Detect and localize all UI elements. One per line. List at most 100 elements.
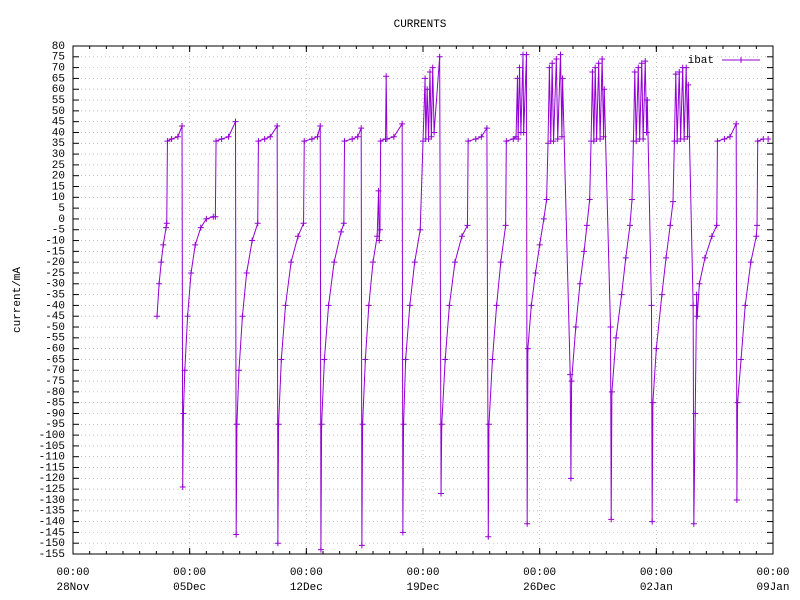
point-marker [278, 356, 285, 363]
point-marker [572, 324, 579, 331]
y-tick-label: 60 [52, 84, 65, 96]
point-marker [451, 259, 458, 266]
y-tick-label: -25 [45, 268, 65, 280]
y-tick-label: 15 [52, 181, 65, 193]
y-tick-label: 45 [52, 117, 65, 129]
point-marker [325, 302, 332, 309]
point-marker [180, 410, 187, 417]
point-marker [663, 254, 670, 261]
x-tick-label: 05Dec [173, 582, 206, 594]
y-tick-label: 35 [52, 138, 65, 150]
point-marker [567, 475, 574, 482]
point-marker [693, 291, 700, 298]
point-marker [314, 133, 321, 140]
y-tick-label: -95 [45, 419, 65, 431]
y-tick-label: 30 [52, 149, 65, 161]
point-marker [383, 73, 390, 80]
point-marker [354, 133, 361, 140]
x-tick-label: 00:00 [56, 567, 89, 579]
point-marker [274, 122, 281, 129]
y-tick-label: -50 [45, 322, 65, 334]
y-tick-label: 25 [52, 160, 65, 172]
point-marker [295, 233, 301, 240]
point-marker [317, 546, 324, 553]
point-marker [672, 71, 679, 78]
point-marker [438, 421, 445, 428]
x-tick-label: 09Jan [756, 582, 789, 594]
point-marker [275, 421, 282, 428]
point-marker [557, 51, 564, 58]
point-marker [362, 356, 369, 363]
point-marker [317, 122, 324, 129]
point-marker [626, 222, 633, 229]
y-tick-label: -130 [39, 495, 65, 507]
x-tick-label: 19Dec [406, 582, 439, 594]
point-marker [424, 86, 431, 93]
point-marker [154, 313, 161, 320]
point-marker [543, 196, 550, 203]
x-tick-label: 00:00 [406, 567, 439, 579]
point-marker [754, 222, 761, 229]
point-marker [713, 222, 720, 229]
x-tick-label: 00:00 [756, 567, 789, 579]
chart-title: CURRENTS [394, 19, 447, 31]
point-marker [520, 129, 527, 136]
point-marker [631, 68, 638, 75]
point-marker [558, 133, 565, 140]
point-marker [595, 60, 602, 67]
y-tick-label: 20 [52, 171, 65, 183]
point-marker [376, 237, 383, 244]
point-marker [497, 259, 504, 266]
point-marker [485, 421, 492, 428]
point-marker [742, 302, 749, 309]
point-marker [431, 129, 438, 136]
y-tick-label: -70 [45, 365, 65, 377]
point-marker [233, 531, 240, 538]
point-marker [524, 345, 531, 352]
point-marker [753, 233, 760, 240]
point-marker [179, 483, 186, 490]
point-marker [218, 135, 225, 142]
y-tick-label: -20 [45, 257, 65, 269]
point-marker [503, 138, 510, 145]
point-marker [417, 226, 424, 233]
point-marker [213, 138, 220, 145]
y-tick-label: 80 [52, 41, 65, 53]
point-marker [738, 356, 745, 363]
point-marker [232, 118, 239, 125]
point-marker [493, 302, 500, 309]
y-axis-label: current/mA [12, 267, 24, 333]
point-marker [321, 356, 328, 363]
point-marker [174, 133, 181, 140]
point-marker [622, 254, 629, 261]
point-marker [399, 529, 406, 536]
point-marker [635, 64, 642, 71]
point-marker [489, 356, 496, 363]
point-marker [581, 248, 588, 255]
point-marker [212, 213, 219, 220]
point-marker [523, 51, 530, 58]
point-marker [235, 367, 242, 374]
point-marker [370, 259, 376, 266]
point-marker [464, 222, 471, 229]
point-marker [642, 58, 649, 65]
y-tick-label: -110 [39, 452, 65, 464]
point-marker [160, 241, 167, 248]
y-tick-label: 40 [52, 127, 65, 139]
point-marker [192, 241, 199, 248]
point-marker [589, 68, 596, 75]
point-marker [376, 226, 383, 233]
point-marker [649, 518, 656, 525]
y-tick-label: 0 [58, 214, 65, 226]
point-marker [181, 367, 188, 374]
point-marker [472, 135, 479, 142]
y-tick-label: 50 [52, 106, 65, 118]
point-marker [701, 254, 708, 261]
point-marker [613, 334, 620, 341]
y-tick-label: -60 [45, 344, 65, 356]
point-marker [640, 135, 647, 142]
point-marker [608, 516, 615, 523]
point-marker [536, 241, 543, 248]
point-marker [733, 496, 740, 503]
point-marker [618, 291, 625, 298]
